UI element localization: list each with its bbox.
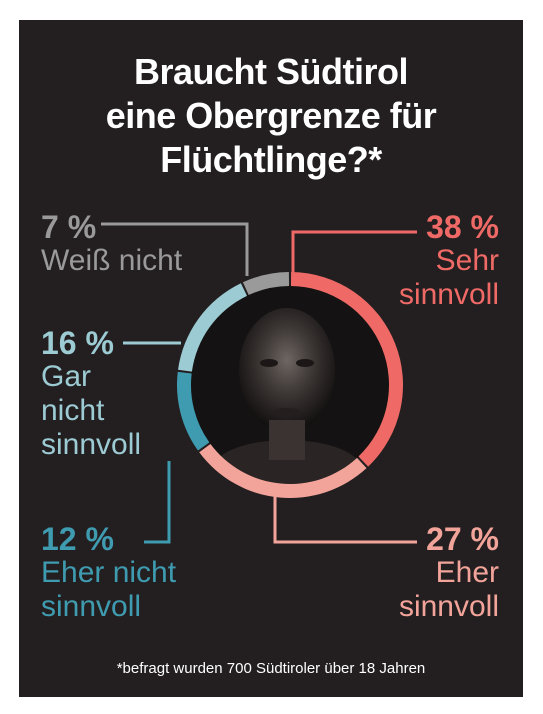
label-line: nicht <box>41 394 105 427</box>
pct-sehr-sinnvoll: 38 % <box>426 209 499 245</box>
title-line-1: Braucht Südtirol <box>133 51 409 92</box>
pct-gar-nicht-sinnvoll: 16 % <box>41 325 114 361</box>
slice-eher-nicht-sinnvoll <box>177 371 210 451</box>
title-line-2: eine Obergrenze für <box>105 95 437 136</box>
label-sehr-sinnvoll: 38 % Sehr sinnvoll <box>399 210 499 312</box>
footnote: *befragt wurden 700 Südtiroler über 18 J… <box>116 660 426 677</box>
pct-eher-nicht-sinnvoll: 12 % <box>41 521 114 557</box>
leader-weiss-nicht <box>101 222 249 276</box>
label-line: Eher <box>435 556 499 589</box>
label-line: Sehr <box>435 244 499 277</box>
donut-chart <box>101 222 417 544</box>
label-line: sinnvoll <box>398 278 499 311</box>
slice-eher-sinnvoll <box>199 443 367 498</box>
label-line: sinnvoll <box>398 590 499 623</box>
slice-weiss-nicht <box>242 272 290 296</box>
title-line-3: Flüchtlinge?* <box>160 139 382 180</box>
label-eher-nicht-sinnvoll: 12 % Eher nicht sinnvoll <box>41 522 176 624</box>
label-line: Gar <box>41 360 92 393</box>
label-eher-sinnvoll: 27 % Eher sinnvoll <box>399 522 499 624</box>
slice-gar-nicht-sinnvoll <box>178 283 247 372</box>
slice-sehr-sinnvoll <box>290 272 403 467</box>
label-line: sinnvoll <box>41 428 142 461</box>
label-line: Eher nicht <box>41 556 177 589</box>
pct-weiss-nicht: 7 % <box>41 209 97 245</box>
leader-eher-sinnvoll <box>273 488 417 544</box>
label-line: sinnvoll <box>41 590 142 623</box>
label-gar-nicht-sinnvoll: 16 % Gar nicht sinnvoll <box>41 326 141 462</box>
chart-title: Braucht Südtirol eine Obergrenze für Flü… <box>19 50 523 182</box>
label-line: Weiß nicht <box>41 244 183 277</box>
portrait-photo <box>190 285 390 485</box>
pct-eher-sinnvoll: 27 % <box>426 521 499 557</box>
leader-sehr-sinnvoll <box>291 230 417 282</box>
infographic-panel: Braucht Südtirol eine Obergrenze für Flü… <box>19 20 523 697</box>
leader-eher-nicht-sinnvoll <box>144 461 171 544</box>
label-weiss-nicht: 7 % Weiß nicht <box>41 210 182 278</box>
